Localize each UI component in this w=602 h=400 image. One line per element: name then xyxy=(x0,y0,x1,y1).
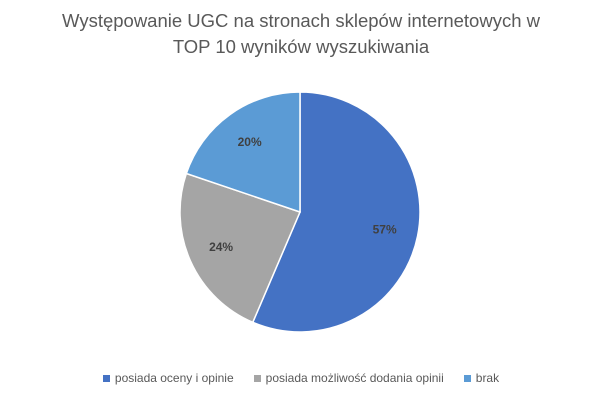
pie-slice-2 xyxy=(185,91,301,214)
chart-title-line-1: Występowanie UGC na stronach sklepów int… xyxy=(62,10,540,31)
data-label-0: 57% xyxy=(373,222,397,236)
legend-item-posiada-oceny: posiada oceny i opinie xyxy=(102,371,234,385)
legend-label: brak xyxy=(475,371,500,385)
legend-label: posiada możliwość dodania opinii xyxy=(265,371,444,385)
data-label-2: 20% xyxy=(238,135,262,149)
chart-title-line-2: TOP 10 wyników wyszukiwania xyxy=(172,36,430,57)
legend-swatch xyxy=(463,374,471,382)
data-label-1: 24% xyxy=(209,240,233,254)
legend: posiada oceny i opinie posiada możliwość… xyxy=(0,371,602,385)
legend-label: posiada oceny i opinie xyxy=(114,371,234,385)
pie-slice-0 xyxy=(251,91,421,333)
legend-item-mozliwosc-dodania: posiada możliwość dodania opinii xyxy=(253,371,444,385)
legend-swatch xyxy=(102,374,110,382)
chart-title: Występowanie UGC na stronach sklepów int… xyxy=(0,8,602,60)
pie-slice-1 xyxy=(179,172,302,324)
legend-swatch xyxy=(253,374,261,382)
legend-item-brak: brak xyxy=(463,371,500,385)
